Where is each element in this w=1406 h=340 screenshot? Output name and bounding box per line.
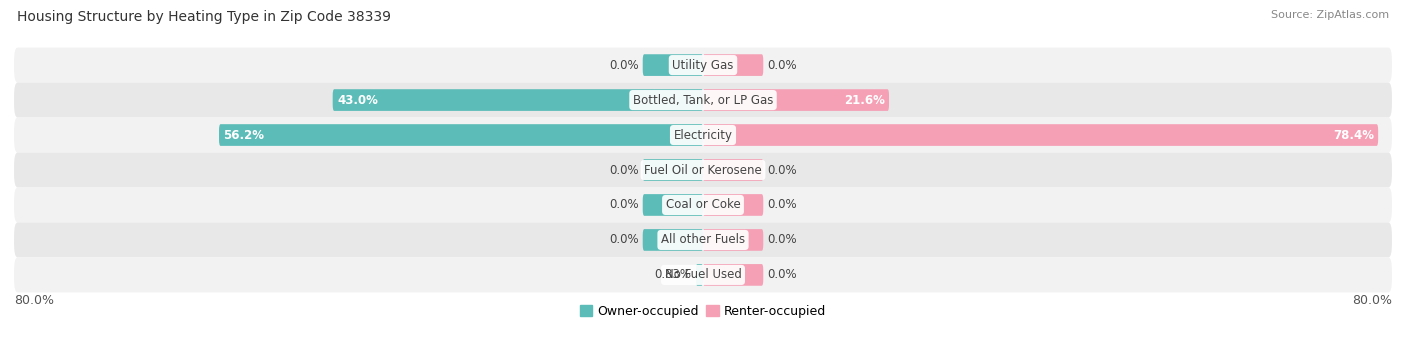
Text: 43.0%: 43.0% xyxy=(337,94,378,106)
Text: Coal or Coke: Coal or Coke xyxy=(665,199,741,211)
Text: Utility Gas: Utility Gas xyxy=(672,58,734,72)
FancyBboxPatch shape xyxy=(703,159,763,181)
Text: 0.0%: 0.0% xyxy=(768,234,797,246)
Text: Electricity: Electricity xyxy=(673,129,733,141)
FancyBboxPatch shape xyxy=(14,153,1392,187)
FancyBboxPatch shape xyxy=(703,124,1378,146)
FancyBboxPatch shape xyxy=(643,54,703,76)
Text: 0.0%: 0.0% xyxy=(609,164,638,176)
Text: 80.0%: 80.0% xyxy=(14,294,53,307)
Text: 0.83%: 0.83% xyxy=(655,268,692,282)
FancyBboxPatch shape xyxy=(703,194,763,216)
Text: All other Fuels: All other Fuels xyxy=(661,234,745,246)
Text: 80.0%: 80.0% xyxy=(1353,294,1392,307)
Text: Housing Structure by Heating Type in Zip Code 38339: Housing Structure by Heating Type in Zip… xyxy=(17,10,391,24)
Text: 0.0%: 0.0% xyxy=(768,58,797,72)
Text: 78.4%: 78.4% xyxy=(1333,129,1374,141)
Text: 0.0%: 0.0% xyxy=(768,164,797,176)
FancyBboxPatch shape xyxy=(643,229,703,251)
Text: 56.2%: 56.2% xyxy=(224,129,264,141)
FancyBboxPatch shape xyxy=(703,54,763,76)
FancyBboxPatch shape xyxy=(14,83,1392,118)
FancyBboxPatch shape xyxy=(333,89,703,111)
FancyBboxPatch shape xyxy=(703,264,763,286)
FancyBboxPatch shape xyxy=(696,264,703,286)
FancyBboxPatch shape xyxy=(14,257,1392,292)
Text: 0.0%: 0.0% xyxy=(768,199,797,211)
Text: No Fuel Used: No Fuel Used xyxy=(665,268,741,282)
Text: 0.0%: 0.0% xyxy=(609,58,638,72)
FancyBboxPatch shape xyxy=(14,187,1392,222)
FancyBboxPatch shape xyxy=(643,159,703,181)
FancyBboxPatch shape xyxy=(14,48,1392,83)
Text: 0.0%: 0.0% xyxy=(609,199,638,211)
FancyBboxPatch shape xyxy=(643,194,703,216)
FancyBboxPatch shape xyxy=(14,222,1392,257)
FancyBboxPatch shape xyxy=(219,124,703,146)
Text: Fuel Oil or Kerosene: Fuel Oil or Kerosene xyxy=(644,164,762,176)
FancyBboxPatch shape xyxy=(703,229,763,251)
FancyBboxPatch shape xyxy=(703,89,889,111)
Text: 0.0%: 0.0% xyxy=(609,234,638,246)
Text: 0.0%: 0.0% xyxy=(768,268,797,282)
Legend: Owner-occupied, Renter-occupied: Owner-occupied, Renter-occupied xyxy=(575,300,831,323)
FancyBboxPatch shape xyxy=(14,118,1392,153)
Text: Bottled, Tank, or LP Gas: Bottled, Tank, or LP Gas xyxy=(633,94,773,106)
Text: Source: ZipAtlas.com: Source: ZipAtlas.com xyxy=(1271,10,1389,20)
Text: 21.6%: 21.6% xyxy=(844,94,884,106)
